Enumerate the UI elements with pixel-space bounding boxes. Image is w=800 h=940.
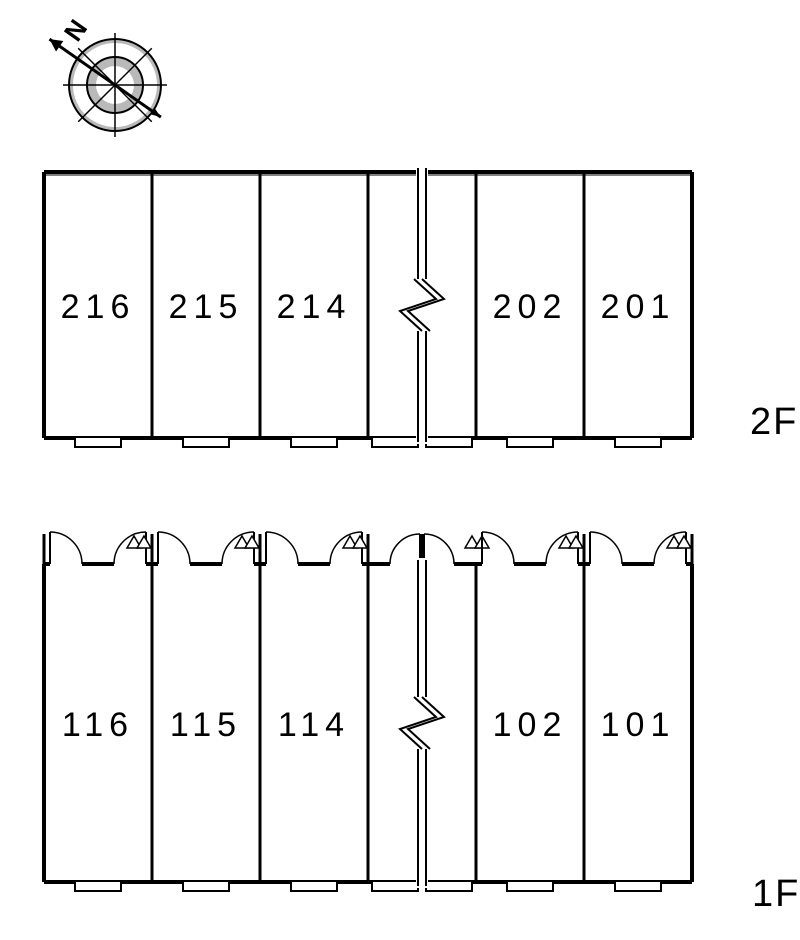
floor-plan-diagram: N 216 215 214 202 201 2F 116 115 114 102 101 1F (0, 0, 800, 940)
floor-2F: 216 215 214 202 201 2F (44, 166, 798, 447)
room-114: 114 (278, 706, 350, 744)
room-214: 214 (277, 288, 352, 326)
room-215: 215 (169, 288, 244, 326)
room-116: 116 (62, 706, 134, 744)
room-101: 101 (601, 706, 676, 744)
room-115: 115 (170, 706, 242, 744)
floor-1F: 116 115 114 102 101 1F (44, 532, 800, 915)
floor-label-2F: 2F (750, 401, 798, 443)
floor-label-1F: 1F (752, 873, 800, 915)
compass-icon: N (49, 14, 167, 137)
room-216: 216 (61, 288, 136, 326)
room-202: 202 (493, 288, 568, 326)
room-201: 201 (601, 288, 676, 326)
compass-n-label: N (58, 14, 93, 47)
room-102: 102 (493, 706, 568, 744)
